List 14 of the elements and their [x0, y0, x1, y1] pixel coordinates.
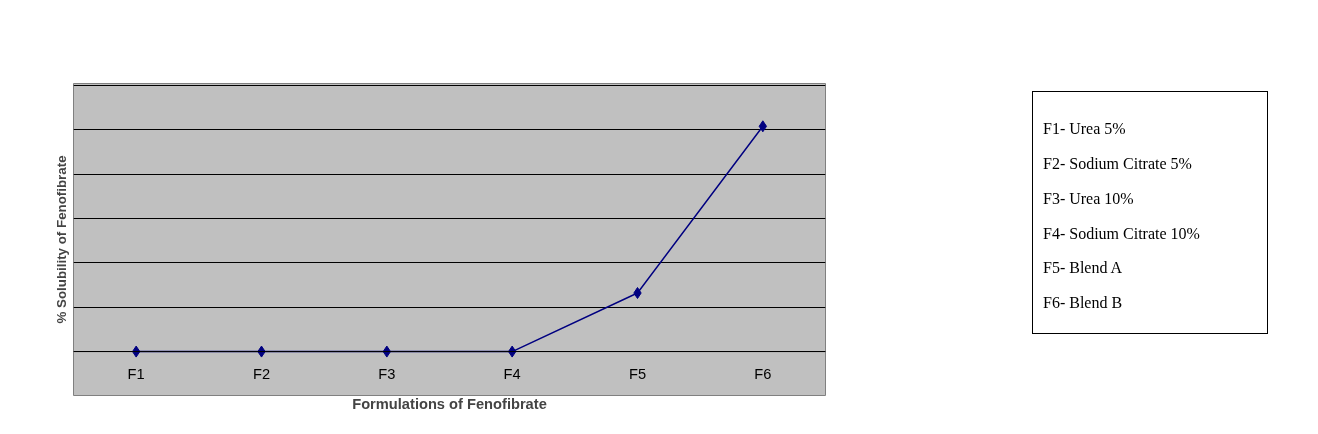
x-tick-label: F1 — [127, 366, 145, 383]
x-tick-label: F2 — [252, 366, 271, 383]
text: F1- Urea 5% — [1043, 119, 1127, 139]
text: F4- Sodium Citrate 10% — [1043, 223, 1201, 244]
x-tick-label: F5 — [628, 366, 647, 383]
x-tick-label: F3 — [378, 366, 396, 383]
text: F3- Urea 10% — [1043, 188, 1135, 209]
x-axis-title: Formulations of Fenofibrate — [352, 395, 547, 412]
y-axis-title: % Solubility of Fenofibrate — [53, 155, 69, 324]
text: F6- Blend B — [1043, 293, 1124, 314]
x-tick-label: F4 — [503, 366, 521, 383]
x-tick-label: F6 — [754, 366, 772, 383]
text: F2- Sodium Citrate 5% — [1043, 153, 1193, 174]
text: F5- Blend A — [1043, 258, 1124, 279]
